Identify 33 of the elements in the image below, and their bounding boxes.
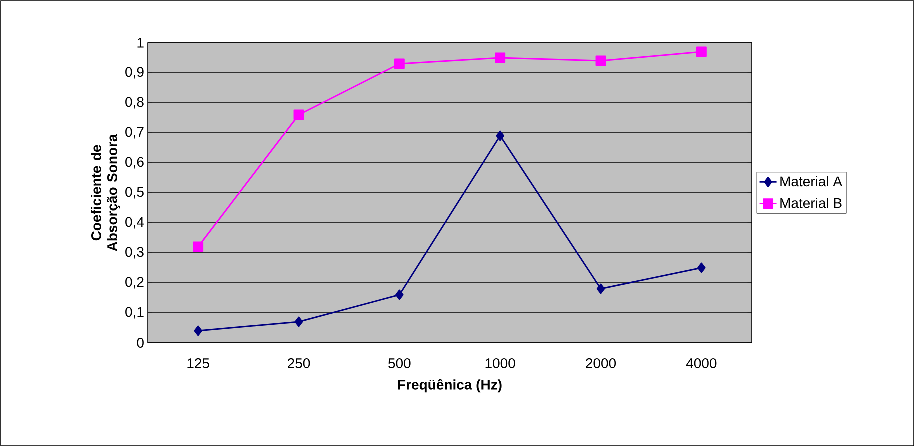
x-tick-label: 2000 [586, 358, 616, 368]
y-axis-title: Coeficiente de Absorção Sonora [91, 134, 120, 252]
point [698, 262, 706, 274]
x-axis-title: Freqüênica (Hz) [398, 379, 502, 393]
y-tick-label: 0,9 [126, 67, 144, 79]
point [596, 284, 606, 294]
point [596, 56, 606, 66]
legend-label: Material A [780, 176, 843, 187]
y-tick-label: 0,7 [126, 127, 144, 139]
point [294, 110, 304, 120]
point [495, 52, 506, 64]
point [194, 326, 202, 336]
x-tick-label: 1000 [486, 358, 516, 368]
y-tick-label: 0 [137, 338, 144, 348]
y-tick-label: 0,6 [126, 157, 144, 169]
point [496, 130, 504, 142]
y-tick-label: 0,1 [126, 307, 144, 319]
point [294, 316, 304, 328]
legend-label: Material B [780, 198, 842, 208]
y-tick-label: 0,2 [126, 277, 144, 289]
point [696, 46, 707, 58]
point [394, 58, 405, 70]
x-tick-label: 250 [288, 358, 310, 368]
x-tick-label: 500 [388, 358, 411, 368]
y-tick-label: 1 [138, 38, 144, 48]
y-tick-label: 0,3 [126, 247, 144, 259]
y-tick-label: 0,5 [126, 187, 144, 199]
x-tick-label: 4000 [686, 358, 717, 368]
x-tick-label: 125 [188, 358, 210, 368]
y-tick-label: 0,4 [126, 217, 144, 229]
point [396, 290, 404, 300]
point [193, 242, 204, 252]
y-tick-label: 0,8 [126, 97, 144, 109]
